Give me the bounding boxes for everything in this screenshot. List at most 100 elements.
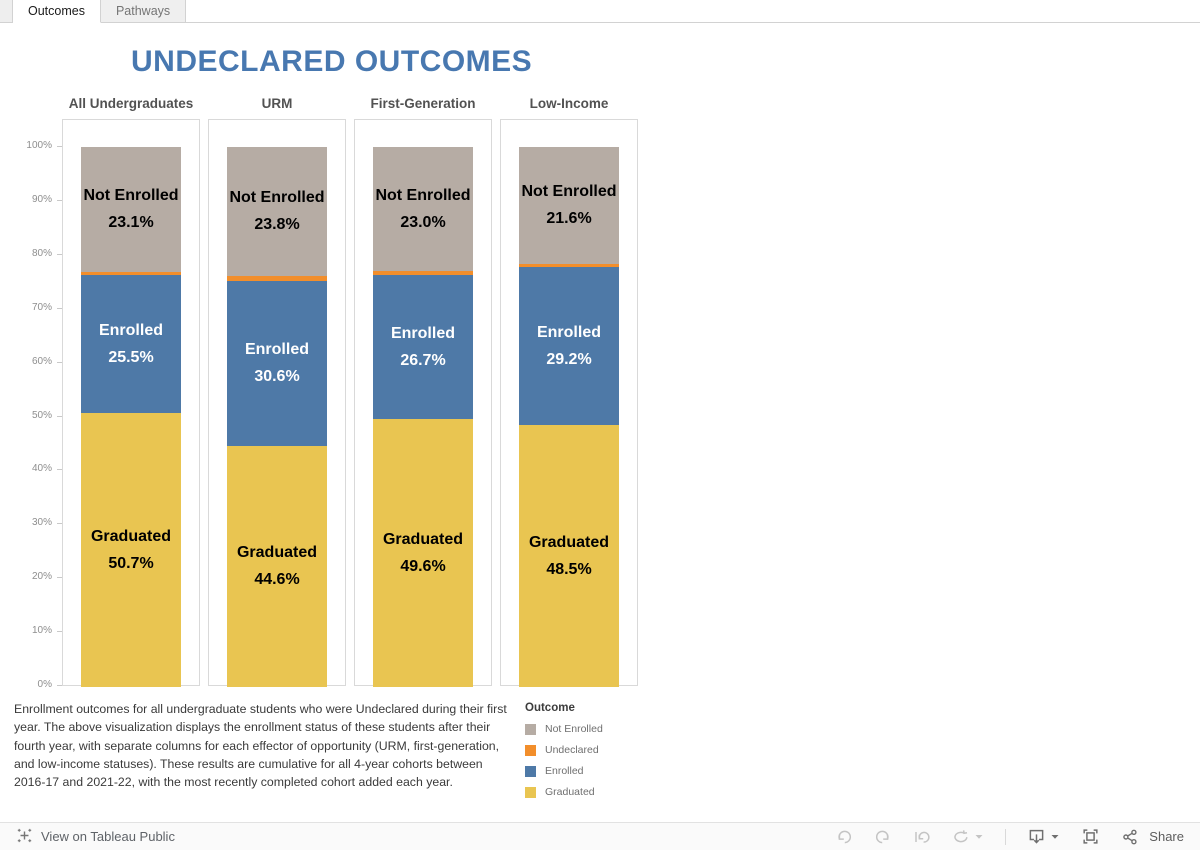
segment-label: Enrolled [536,324,601,342]
view-on-tableau-public[interactable]: View on Tableau Public [16,827,175,847]
revert-icon[interactable] [913,828,931,846]
segment-label: Enrolled [390,325,455,343]
segment-label: Graduated [382,531,463,549]
bar-segment-enrolled[interactable]: Enrolled 29.2% [518,267,620,426]
outcomes-chart: 100% 90% 80% 70% 60% 50% 40% 30% 20% 10% 0% Not En… [0,119,1200,690]
chevron-down-icon[interactable] [1050,832,1060,842]
page-title: UNDECLARED OUTCOMES [131,45,533,78]
y-axis-tick-label: 90% [31,193,52,205]
segment-value: 21.6% [546,210,592,228]
bar-segment-not-enrolled[interactable]: Not Enrolled 23.8% [226,147,328,276]
stacked-bar-first-generation: Not Enrolled 23.0% Enrolled 26.7% Graduated 4… [372,147,474,687]
segment-value: 26.7% [400,352,446,370]
bar-segment-undeclared[interactable] [80,271,182,276]
y-axis-tick-mark [57,523,62,525]
segment-label: Not Enrolled [229,189,325,207]
legend-swatch-undeclared [525,744,536,756]
bar-segment-graduated[interactable]: Graduated 48.5% [518,425,620,687]
legend-swatch-not-enrolled [525,723,536,735]
undo-icon[interactable] [835,828,853,846]
legend-item-not-enrolled[interactable]: Not Enrolled [525,723,603,735]
column-header-all-undergraduates: All Undergraduates [68,96,194,111]
segment-label: Graduated [528,534,609,552]
tab-outcomes[interactable]: Outcomes [13,0,101,23]
segment-label: Enrolled [244,341,309,359]
y-axis-tick-label: 20% [31,571,52,583]
segment-value: 23.0% [400,214,446,232]
segment-value: 23.8% [254,216,300,234]
segment-label: Not Enrolled [521,183,617,201]
bar-segment-undeclared[interactable] [226,275,328,281]
legend-item-enrolled[interactable]: Enrolled [525,765,603,777]
legend-item-undeclared[interactable]: Undeclared [525,744,603,756]
segment-value: 48.5% [546,561,592,579]
y-axis-tick-label: 10% [31,625,52,637]
tab-pathways[interactable]: Pathways [100,0,187,22]
sheet-tab-bar: Outcomes Pathways [0,0,1200,23]
segment-label: Not Enrolled [375,187,471,205]
y-axis-tick-mark [57,415,62,417]
column-headers: All Undergraduates URM First-Generation … [0,95,1200,113]
segment-label: Graduated [236,544,317,562]
download-icon[interactable] [1027,827,1046,846]
segment-value: 23.1% [108,214,154,232]
bar-segment-enrolled[interactable]: Enrolled 25.5% [80,275,182,414]
bar-segment-not-enrolled[interactable]: Not Enrolled 23.0% [372,147,474,272]
bar-segment-graduated[interactable]: Graduated 50.7% [80,413,182,687]
redo-icon[interactable] [874,828,892,846]
y-axis-tick-mark [57,577,62,579]
legend-label: Not Enrolled [545,723,603,735]
download-menu[interactable] [1027,827,1060,846]
chart-panel-low-income: Not Enrolled 21.6% Enrolled 29.2% Graduated 4… [500,119,638,687]
share-button[interactable]: Share [1121,828,1184,846]
segment-value: 49.6% [400,558,446,576]
tableau-logo-icon [16,827,33,847]
toolbar-actions: Share [835,827,1184,846]
segment-label: Graduated [90,528,171,546]
chart-panels: Not Enrolled 23.1% Enrolled 25.5% Graduated 5… [62,119,638,687]
segment-value: 44.6% [254,571,300,589]
legend-label: Enrolled [545,765,584,777]
tableau-toolbar: View on Tableau Public [0,822,1200,850]
y-axis-tick-mark [57,685,62,686]
chart-panel-all-undergraduates: Not Enrolled 23.1% Enrolled 25.5% Graduated 5… [62,119,200,687]
y-axis-tick-label: 0% [37,679,52,690]
bar-segment-undeclared[interactable] [372,271,474,275]
stacked-bar-all-undergraduates: Not Enrolled 23.1% Enrolled 25.5% Graduated 5… [80,147,182,687]
dashboard-body: UNDECLARED OUTCOMES All Undergraduates U… [0,23,1200,822]
chevron-down-icon[interactable] [974,832,984,842]
segment-value: 30.6% [254,368,300,386]
legend: Outcome Not Enrolled Undeclared Enrolled… [525,700,603,807]
bar-segment-not-enrolled[interactable]: Not Enrolled 23.1% [80,147,182,272]
view-on-tableau-public-label: View on Tableau Public [41,829,175,844]
stacked-bar-low-income: Not Enrolled 21.6% Enrolled 29.2% Graduated 4… [518,147,620,687]
fullscreen-icon[interactable] [1081,827,1100,846]
y-axis-tick-label: 70% [31,301,52,313]
bar-segment-undeclared[interactable] [518,263,620,268]
legend-item-graduated[interactable]: Graduated [525,786,603,798]
segment-value: 25.5% [108,349,154,367]
y-axis-tick-mark [57,253,62,255]
bar-segment-not-enrolled[interactable]: Not Enrolled 21.6% [518,147,620,264]
legend-swatch-enrolled [525,765,536,777]
legend-label: Undeclared [545,744,599,756]
chart-panel-first-generation: Not Enrolled 23.0% Enrolled 26.7% Graduated 4… [354,119,492,687]
refresh-icon[interactable] [952,828,970,846]
y-axis-tick-mark [57,199,62,201]
bar-segment-enrolled[interactable]: Enrolled 30.6% [226,280,328,447]
share-label: Share [1149,829,1184,844]
share-icon [1121,828,1139,846]
refresh-menu[interactable] [952,828,984,846]
bar-segment-graduated[interactable]: Graduated 49.6% [372,419,474,687]
bar-segment-graduated[interactable]: Graduated 44.6% [226,446,328,687]
tab-strip-stub [0,0,13,22]
y-axis-tick-label: 50% [31,409,52,421]
y-axis: 100% 90% 80% 70% 60% 50% 40% 30% 20% 10% 0% [0,119,62,690]
y-axis-tick-label: 30% [31,517,52,529]
legend-label: Graduated [545,786,595,798]
legend-swatch-graduated [525,786,536,798]
bar-segment-enrolled[interactable]: Enrolled 26.7% [372,274,474,420]
chart-panel-urm: Not Enrolled 23.8% Enrolled 30.6% Graduated 4… [208,119,346,687]
y-axis-tick-label: 80% [31,247,52,259]
